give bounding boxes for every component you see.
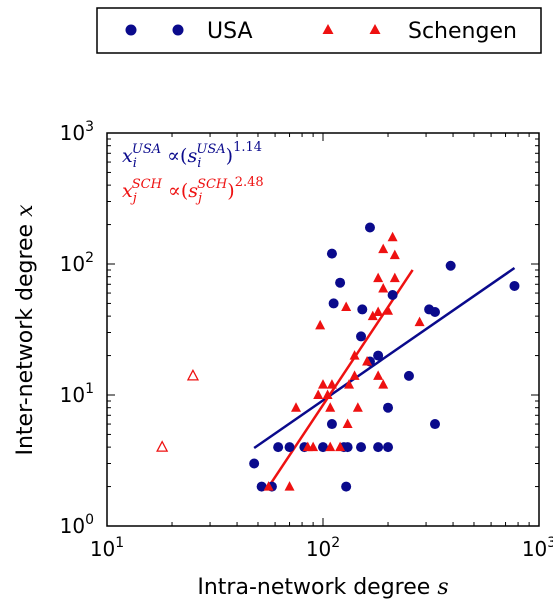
legend-entry-schengen: Schengen <box>322 19 517 44</box>
point-schengen <box>322 389 333 399</box>
legend-marker-schengen-2 <box>369 24 381 34</box>
point-schengen <box>373 370 384 380</box>
point-schengen <box>349 370 360 380</box>
point-schengen <box>263 481 274 491</box>
point-usa <box>509 280 520 291</box>
point-usa <box>356 331 367 342</box>
y-tick-label: 102 <box>60 250 94 276</box>
point-usa <box>387 289 398 300</box>
x-axis-label: Intra-network degree s <box>197 575 448 600</box>
point-usa <box>326 248 337 259</box>
y-axis-label: Inter-network degree x <box>13 204 38 456</box>
x-tick-label: 102 <box>306 535 340 561</box>
x-tick-label: 101 <box>90 535 124 561</box>
point-schengen <box>156 440 169 452</box>
y-tick-label: 103 <box>60 119 94 145</box>
point-schengen <box>284 481 295 491</box>
x-tick-label: 103 <box>522 535 553 561</box>
point-usa <box>429 307 440 318</box>
legend-entry-usa: USA <box>125 19 253 44</box>
point-usa <box>326 419 337 430</box>
point-schengen <box>318 379 328 389</box>
point-schengen <box>326 379 337 389</box>
y-tick-label: 100 <box>60 512 94 538</box>
point-usa <box>364 222 375 233</box>
legend: USA Schengen <box>96 7 542 54</box>
point-schengen <box>383 305 394 315</box>
point-usa <box>318 442 328 453</box>
point-schengen <box>414 316 425 327</box>
point-usa <box>403 370 414 381</box>
point-usa <box>335 277 346 288</box>
fit-equation-usa: xiUSA ∝(siUSA)1.14 <box>122 140 262 171</box>
legend-marker-usa-1 <box>125 24 137 36</box>
point-schengen <box>325 441 336 452</box>
axis-ticks <box>106 133 540 527</box>
point-schengen <box>344 379 355 389</box>
point-schengen <box>362 356 373 366</box>
point-schengen <box>352 402 363 412</box>
legend-label-usa: USA <box>207 19 253 44</box>
point-schengen <box>342 418 353 429</box>
point-usa <box>429 419 440 430</box>
point-schengen <box>367 310 378 321</box>
point-usa <box>256 481 267 492</box>
point-schengen <box>315 319 326 330</box>
fit-equations: xiUSA ∝(siUSA)1.14 xjSCH ∝(sjSCH)2.48 <box>122 140 264 206</box>
point-usa <box>249 458 260 469</box>
point-usa <box>373 442 384 453</box>
legend-marker-usa-2 <box>172 24 184 36</box>
point-usa <box>328 298 339 309</box>
point-usa <box>357 304 368 315</box>
y-tick-label: 101 <box>60 381 94 407</box>
point-usa <box>373 350 384 361</box>
point-usa <box>273 442 284 453</box>
point-usa <box>356 442 367 453</box>
legend-box <box>96 7 542 54</box>
point-schengen <box>308 441 319 452</box>
point-schengen <box>378 283 389 293</box>
point-usa <box>383 442 394 453</box>
point-schengen <box>389 272 400 283</box>
plot-area <box>106 132 540 527</box>
point-usa <box>445 260 456 271</box>
legend-marker-schengen-1 <box>322 24 334 34</box>
point-schengen <box>389 249 400 260</box>
point-schengen <box>335 441 346 452</box>
point-schengen <box>378 243 389 254</box>
fit-line-usa <box>253 266 516 450</box>
point-schengen <box>325 402 336 412</box>
point-usa <box>342 442 353 453</box>
point-schengen <box>387 231 398 242</box>
point-schengen <box>313 389 324 399</box>
point-schengen <box>186 368 200 381</box>
data-points <box>156 222 520 492</box>
point-schengen <box>373 272 384 283</box>
fit-equation-schengen: xjSCH ∝(sjSCH)2.48 <box>122 175 264 206</box>
legend-label-schengen: Schengen <box>408 19 517 44</box>
point-usa <box>383 402 394 413</box>
point-schengen <box>291 402 302 412</box>
point-schengen <box>378 379 389 389</box>
point-schengen <box>349 350 360 360</box>
point-usa <box>341 481 352 492</box>
point-schengen <box>341 301 352 311</box>
point-schengen <box>373 306 384 317</box>
point-usa <box>284 442 295 453</box>
